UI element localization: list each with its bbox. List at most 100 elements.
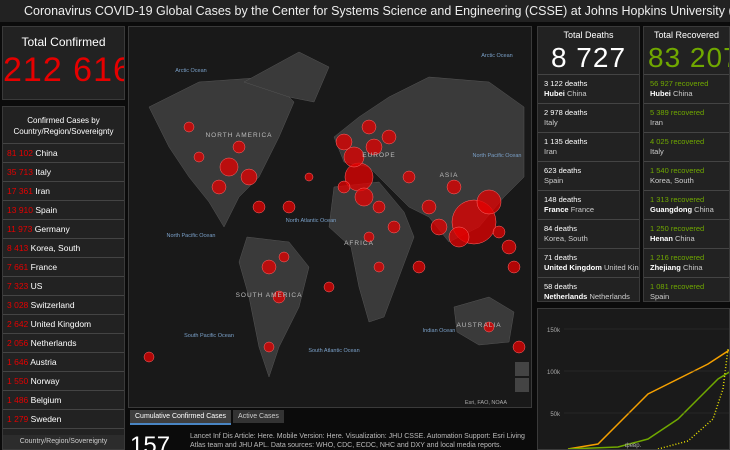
country: France <box>30 262 58 272</box>
y-tick-label: 150k <box>547 328 561 334</box>
y-tick-label: 50k <box>550 412 561 418</box>
list-row: 58 deaths Netherlands Netherlands <box>538 277 639 301</box>
zoom-in[interactable] <box>515 362 529 376</box>
count: 7 323 <box>7 281 29 291</box>
place-bold: Guangdong <box>650 205 693 214</box>
place-rest: China <box>675 234 695 243</box>
place-rest: China <box>682 263 703 272</box>
place-rest: Spain <box>650 292 670 301</box>
count: 1 135 deaths <box>544 137 588 146</box>
place-rest: China <box>694 205 714 214</box>
count: 58 deaths <box>544 282 577 291</box>
place-rest: Korea, South <box>544 234 588 243</box>
country: Switzerland <box>30 300 75 310</box>
list-row: 623 deaths Spain <box>538 161 639 190</box>
count: 4 025 recovered <box>650 137 705 146</box>
list-row: 2 056 Netherlands <box>3 333 124 352</box>
place: Netherlands Netherlands <box>544 292 633 301</box>
trend-line <box>567 349 729 449</box>
list-row: 2 978 deaths Italy <box>538 103 639 132</box>
ocean-label: South Atlantic Ocean <box>308 348 359 354</box>
value: 83 207 <box>648 42 729 73</box>
count: 148 deaths <box>544 195 582 204</box>
country: Norway <box>30 376 60 386</box>
list-row: 17 361 Iran <box>3 181 124 200</box>
place: Spain <box>544 176 633 186</box>
map-controls <box>515 362 529 392</box>
list-row: 1 550 Norway <box>3 371 124 390</box>
place: Guangdong China <box>650 205 723 215</box>
attribution: Esri, FAO, NOAA <box>465 400 508 406</box>
list-row: 7 661 France <box>3 257 124 276</box>
case-dot <box>421 199 437 215</box>
place: Iran <box>544 147 633 157</box>
list-row: 81 102 China <box>3 143 124 162</box>
case-dot <box>240 168 258 186</box>
ocean-label: South Pacific Ocean <box>184 333 234 339</box>
map-tabs: Cumulative Confirmed Cases Active Cases <box>130 410 286 425</box>
count: 1 550 <box>7 376 29 386</box>
place: Italy <box>650 147 723 157</box>
case-dot <box>501 239 517 255</box>
region-label: SOUTH AMERICA <box>236 292 303 299</box>
list-row: 3 122 deaths Hubei China <box>538 74 639 103</box>
list-row: 5 389 recovered Iran <box>644 103 729 132</box>
case-dot <box>492 225 506 239</box>
case-dot <box>143 351 155 363</box>
place-bold: Hubei <box>650 89 671 98</box>
title-bar: Coronavirus COVID-19 Global Cases by the… <box>0 0 730 22</box>
place-rest: United Kingdom <box>604 263 639 272</box>
count: 35 713 <box>7 167 33 177</box>
place-rest: Iran <box>650 118 663 127</box>
land <box>243 51 330 103</box>
list-row: 1 250 recovered Henan China <box>644 219 729 248</box>
list-row: 1 081 recovered Spain <box>644 277 729 301</box>
count: 5 389 recovered <box>650 108 705 117</box>
chart: 150k 100k 50k февр. <box>547 328 729 449</box>
x-axis-label: февр. <box>625 443 642 449</box>
ocean-label: Indian Ocean <box>423 328 456 334</box>
country: Belgium <box>30 395 62 405</box>
case-dot <box>337 180 351 194</box>
list-row: 8 413 Korea, South <box>3 238 124 257</box>
place-rest: Italy <box>544 118 558 127</box>
place-bold: Henan <box>650 234 673 243</box>
case-dot <box>483 321 495 333</box>
case-dot <box>261 259 277 275</box>
country: US <box>30 281 43 291</box>
place-rest: France <box>570 205 595 214</box>
tab[interactable]: Cumulative Confirmed Cases <box>130 410 232 425</box>
list-footer: Country/Region/Sovereignty <box>3 435 124 449</box>
region-label: NORTH AMERICA <box>205 132 272 139</box>
count: 3 122 deaths <box>544 79 588 88</box>
case-dot <box>304 172 314 182</box>
case-dot <box>272 290 286 304</box>
place-bold: United Kingdom <box>544 263 602 272</box>
title: Coronavirus COVID-19 Global Cases by the… <box>24 4 730 18</box>
count: 8 413 <box>7 243 29 253</box>
case-dot <box>211 179 227 195</box>
list-row: 35 713 Italy <box>3 162 124 181</box>
count: 17 361 <box>7 186 33 196</box>
case-dot <box>381 129 397 145</box>
place: Iran <box>650 118 723 128</box>
label: Total Deaths <box>563 30 614 40</box>
list-row: 3 028 Switzerland <box>3 295 124 314</box>
count: 1 486 <box>7 395 29 405</box>
label: Total Confirmed <box>21 35 106 49</box>
zoom-out[interactable] <box>515 378 529 392</box>
region-label: AUSTRALIA <box>456 322 501 329</box>
confirmed-list: Confirmed Cases by Country/Region/Sovere… <box>2 106 125 450</box>
count: 71 deaths <box>544 253 577 262</box>
count: 2 642 <box>7 319 29 329</box>
count: 1 250 recovered <box>650 224 705 233</box>
place: United Kingdom United Kingdom <box>544 263 639 273</box>
land <box>453 296 515 346</box>
tab[interactable]: Active Cases <box>233 410 284 423</box>
count: 1 646 <box>7 357 29 367</box>
ocean-label: North Pacific Ocean <box>473 153 522 159</box>
country: Netherlands <box>30 338 77 348</box>
list-row: 4 025 recovered Italy <box>644 132 729 161</box>
count: 1 279 <box>7 414 29 424</box>
